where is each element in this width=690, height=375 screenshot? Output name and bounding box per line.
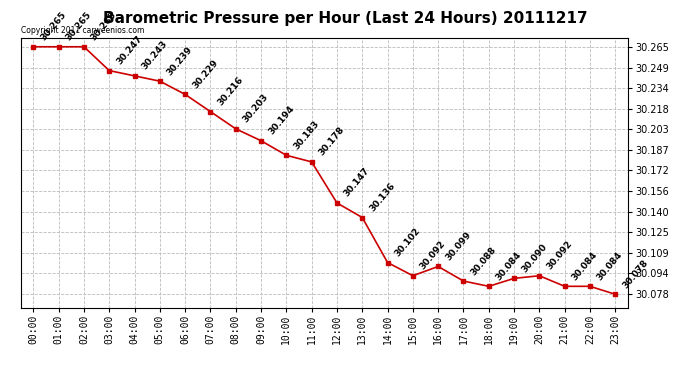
- Text: 30.084: 30.084: [595, 250, 624, 282]
- Text: 30.084: 30.084: [570, 250, 600, 282]
- Text: 30.265: 30.265: [90, 10, 119, 43]
- Text: 30.090: 30.090: [520, 242, 549, 274]
- Text: 30.243: 30.243: [140, 39, 169, 72]
- Text: 30.102: 30.102: [393, 226, 422, 258]
- Text: 30.092: 30.092: [545, 239, 574, 272]
- Text: 30.216: 30.216: [216, 75, 245, 108]
- Text: 30.178: 30.178: [317, 125, 346, 158]
- Text: 30.092: 30.092: [418, 239, 448, 272]
- Text: 30.183: 30.183: [292, 119, 321, 151]
- Text: 30.265: 30.265: [64, 10, 93, 43]
- Text: 30.239: 30.239: [166, 45, 195, 77]
- Text: 30.203: 30.203: [241, 93, 270, 124]
- Text: 30.088: 30.088: [469, 245, 498, 277]
- Text: 30.247: 30.247: [115, 34, 144, 66]
- Text: 30.136: 30.136: [368, 181, 397, 213]
- Text: 30.229: 30.229: [190, 58, 220, 90]
- Text: 30.078: 30.078: [621, 258, 650, 290]
- Text: 30.265: 30.265: [39, 10, 68, 43]
- Text: 30.147: 30.147: [342, 166, 372, 199]
- Text: 30.099: 30.099: [444, 230, 473, 262]
- Text: Barometric Pressure per Hour (Last 24 Hours) 20111217: Barometric Pressure per Hour (Last 24 Ho…: [103, 11, 587, 26]
- Text: 30.194: 30.194: [266, 104, 296, 136]
- Text: Copyright 2011 carweenios.com: Copyright 2011 carweenios.com: [21, 26, 144, 35]
- Text: 30.084: 30.084: [494, 250, 524, 282]
